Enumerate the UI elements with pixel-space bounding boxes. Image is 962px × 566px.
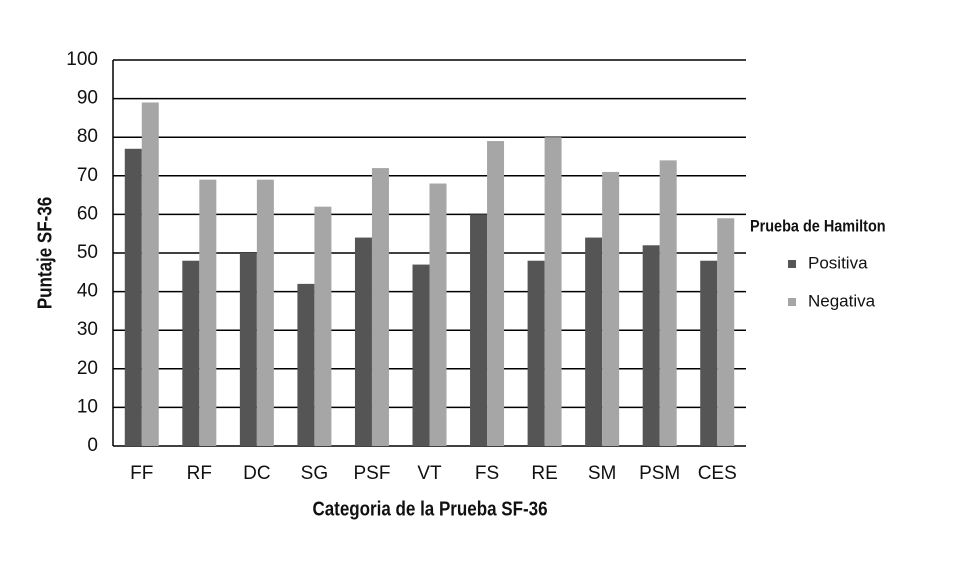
bar bbox=[602, 171, 620, 446]
bar bbox=[199, 179, 217, 446]
x-tick-label: SM bbox=[588, 463, 617, 484]
bar bbox=[700, 260, 718, 446]
y-tick-label: 90 bbox=[77, 88, 98, 109]
bar bbox=[239, 253, 257, 446]
y-tick-label: 100 bbox=[66, 49, 98, 70]
bar bbox=[182, 260, 200, 446]
x-tick-label: RE bbox=[531, 463, 557, 484]
y-tick-label: 10 bbox=[77, 396, 98, 417]
x-tick-label: SG bbox=[301, 463, 328, 484]
legend-swatch bbox=[788, 260, 796, 268]
y-tick-label: 50 bbox=[77, 242, 98, 263]
x-tick-label: FS bbox=[475, 463, 499, 484]
x-tick-label: FF bbox=[130, 463, 153, 484]
x-tick-label: PSF bbox=[353, 463, 390, 484]
y-tick-label: 0 bbox=[87, 435, 98, 456]
bar bbox=[256, 179, 274, 446]
bar bbox=[297, 283, 315, 446]
bar bbox=[429, 183, 447, 446]
bar bbox=[314, 206, 332, 446]
x-tick-label: PSM bbox=[639, 463, 680, 484]
y-tick-label: 40 bbox=[77, 281, 98, 302]
y-tick-label: 80 bbox=[77, 126, 98, 147]
legend-label: Negativa bbox=[808, 291, 876, 310]
x-tick-label: RF bbox=[187, 463, 212, 484]
bar bbox=[527, 260, 545, 446]
bar bbox=[470, 214, 488, 446]
bar bbox=[412, 264, 430, 446]
bar bbox=[717, 218, 735, 446]
legend-title: Prueba de Hamilton bbox=[750, 217, 886, 235]
y-axis-title: Puntaje SF-36 bbox=[33, 197, 56, 309]
x-tick-label: CES bbox=[698, 463, 737, 484]
x-tick-label: DC bbox=[243, 463, 270, 484]
bar bbox=[354, 237, 372, 446]
bar bbox=[371, 168, 389, 446]
y-tick-label: 70 bbox=[77, 165, 98, 186]
y-tick-label: 30 bbox=[77, 319, 98, 340]
legend-label: Positiva bbox=[808, 253, 868, 272]
bar bbox=[487, 141, 505, 446]
x-tick-label: VT bbox=[417, 463, 442, 484]
bar bbox=[141, 102, 159, 447]
legend-swatch bbox=[788, 298, 796, 306]
y-tick-label: 60 bbox=[77, 203, 98, 224]
bar bbox=[659, 160, 677, 447]
y-tick-label: 20 bbox=[77, 358, 98, 379]
x-axis-title: Categoria de la Prueba SF-36 bbox=[312, 497, 547, 520]
bar bbox=[585, 237, 603, 446]
bar bbox=[642, 245, 660, 446]
bar bbox=[124, 148, 142, 446]
bar bbox=[544, 137, 562, 446]
